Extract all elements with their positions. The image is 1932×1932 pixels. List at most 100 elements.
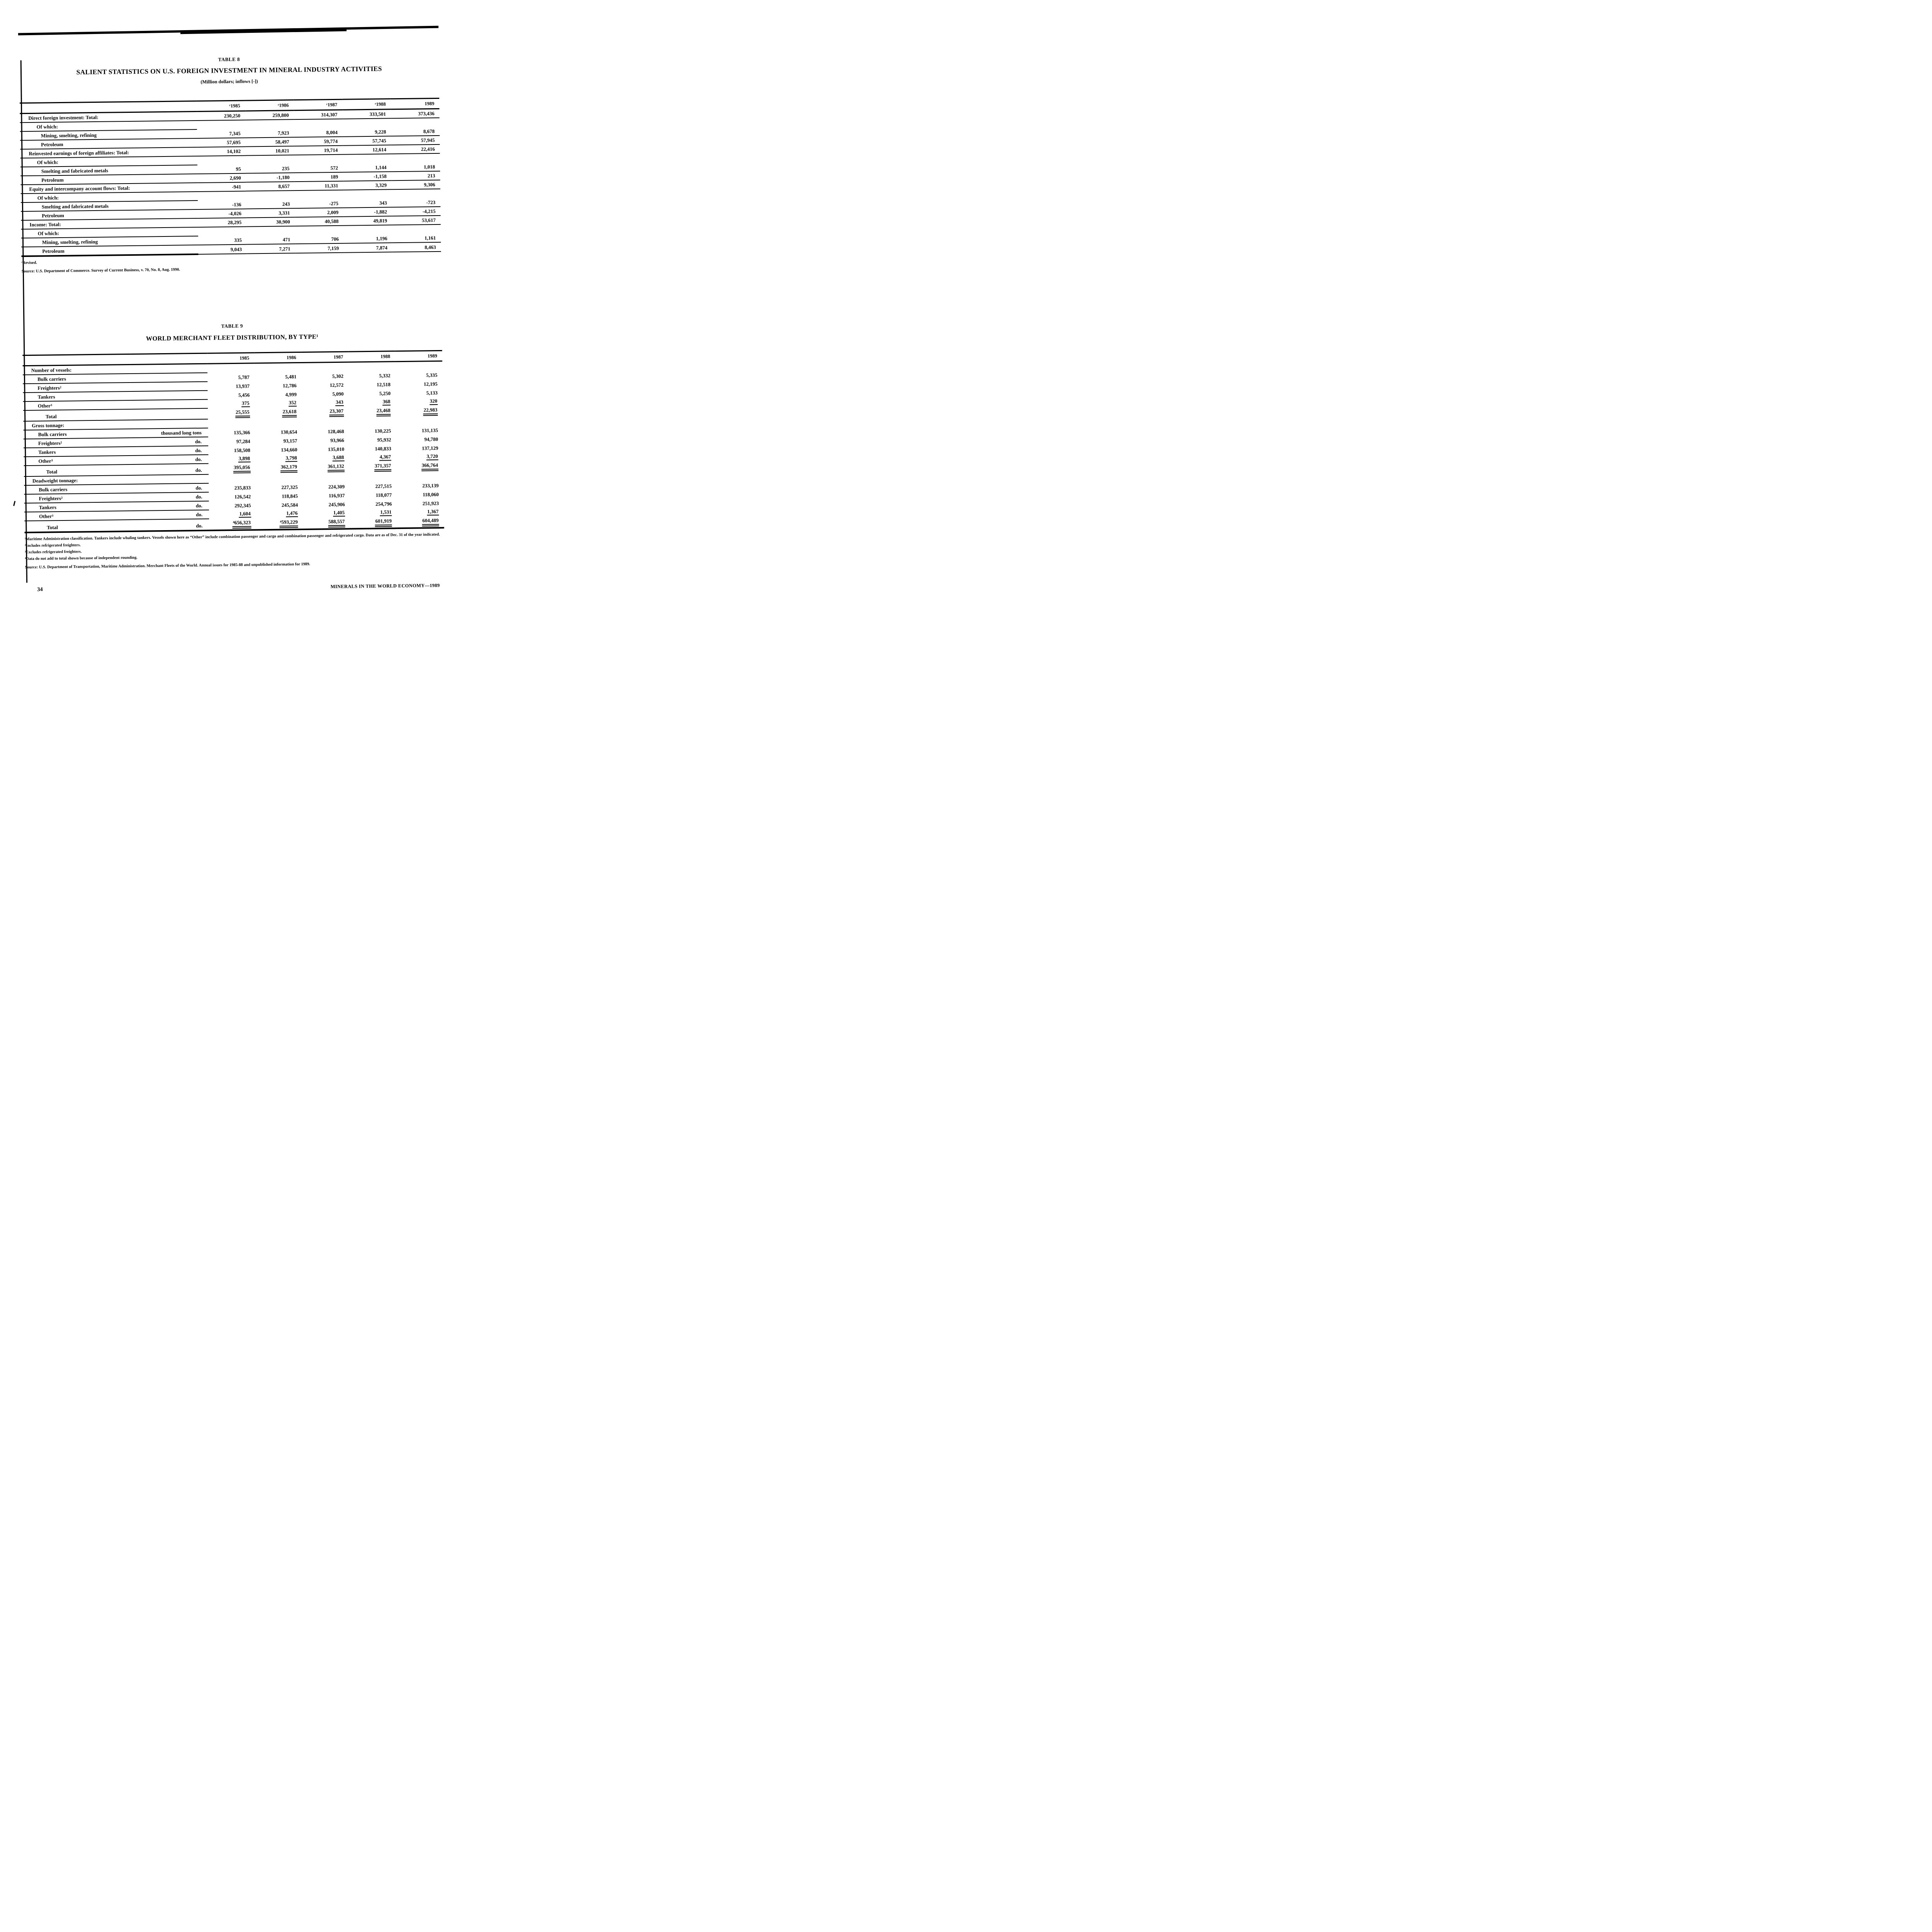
cell: 235,833 <box>209 483 256 492</box>
row-unit: do. <box>131 501 209 511</box>
cell: 371,357 <box>349 461 396 473</box>
cell-value: 130,654 <box>281 429 297 435</box>
cell: 7,159 <box>295 243 344 253</box>
cell-value: -1,158 <box>373 173 387 179</box>
cell: ⁴593,229 <box>256 517 303 530</box>
cell: 7,271 <box>247 244 296 254</box>
cell: 335 <box>198 235 247 245</box>
cell: 12,518 <box>349 379 396 389</box>
cell-value: 3,329 <box>375 182 387 188</box>
cell <box>343 189 392 199</box>
cell-value: 251,923 <box>422 500 439 507</box>
row-unit <box>130 390 208 400</box>
cell: 134,660 <box>255 445 303 454</box>
cell-value: 23,307 <box>329 407 344 417</box>
cell: 3,720 <box>396 452 444 461</box>
cell: 1,604 <box>209 509 256 519</box>
cell-value: 259,800 <box>272 112 289 118</box>
cell-value: 128,468 <box>328 428 344 435</box>
row-unit <box>130 399 208 409</box>
cell: 251,923 <box>397 498 444 508</box>
cell: 706 <box>295 234 344 244</box>
cell-value: 9,043 <box>230 246 242 253</box>
cell-value: 245,906 <box>328 501 345 508</box>
cell <box>295 226 344 235</box>
cell: 4,367 <box>349 452 396 462</box>
cell: -4,215 <box>392 206 441 216</box>
cell-value: 12,518 <box>376 381 391 388</box>
cell: 8,463 <box>392 242 441 252</box>
row-label: Tankers <box>24 502 132 512</box>
cell-value: 116,937 <box>328 492 345 499</box>
cell-value: 361,132 <box>327 463 345 473</box>
cell-value: 7,345 <box>229 130 241 137</box>
cell-value: 343 <box>379 200 387 206</box>
cell-value: 1,476 <box>286 510 298 517</box>
cell: 227,515 <box>350 481 397 490</box>
cell-value: ⁴593,229 <box>279 519 298 528</box>
cell-value: -1,882 <box>374 209 387 215</box>
row-label: Tankers <box>23 391 131 402</box>
row-label: Deadweight tonnage: <box>24 475 132 486</box>
stub-header <box>22 354 130 366</box>
cell: 189 <box>294 172 344 182</box>
cell-value: 4,367 <box>379 453 391 461</box>
cell-value: 227,325 <box>281 484 298 490</box>
cell-value: ⁴656,323 <box>232 519 252 529</box>
cell-value: 137,129 <box>422 445 439 451</box>
row-label: Other³ <box>24 455 131 466</box>
cell-value: 572 <box>330 165 338 171</box>
document-page: TABLE 8 SALIENT STATISTICS ON U.S. FOREI… <box>0 0 464 613</box>
cell-value: -275 <box>329 200 338 207</box>
cell: -1,158 <box>343 172 392 181</box>
cell-value: 12,572 <box>330 382 344 388</box>
cell-value: 1,196 <box>376 235 388 242</box>
cell-value: 12,195 <box>423 381 438 387</box>
cell: 588,557 <box>303 517 350 529</box>
cell: 333,501 <box>342 109 391 119</box>
cell-value: 1,531 <box>380 509 392 516</box>
cell <box>396 417 443 426</box>
cell: 5,332 <box>349 371 396 380</box>
cell: 2,690 <box>197 173 246 183</box>
cell: 57,945 <box>391 135 440 145</box>
cell: 259,800 <box>245 110 294 120</box>
row-label: Bulk carriers <box>24 484 132 495</box>
cell <box>396 472 444 481</box>
cell-value: 118,060 <box>422 491 439 498</box>
cell-value: 5,090 <box>332 391 344 397</box>
table8-title: SALIENT STATISTICS ON U.S. FOREIGN INVES… <box>76 65 382 76</box>
cell: 49,819 <box>344 216 392 226</box>
cell-value: 49,819 <box>373 218 387 224</box>
cell: 245,584 <box>256 500 303 509</box>
cell: 97,284 <box>208 436 255 446</box>
row-label: Bulk carriers <box>23 429 131 439</box>
cell: 5,456 <box>207 390 255 399</box>
cell-value: 12,786 <box>282 383 297 389</box>
table9-body: Number of vessels: Bulk carriers 5,787 5,48… <box>22 361 444 533</box>
cell: 3,331 <box>246 208 295 218</box>
cell-value: 335 <box>234 237 242 243</box>
cell <box>246 155 294 164</box>
cell-value: 213 <box>427 173 435 179</box>
cell-value: 395,056 <box>233 464 251 473</box>
row-unit: do. <box>131 483 209 493</box>
row-label: Other³ <box>23 400 131 411</box>
cell: 572 <box>294 163 343 173</box>
cell: 7,923 <box>245 128 294 138</box>
cell <box>209 474 256 483</box>
cell: 93,157 <box>255 436 302 445</box>
cell-value: 371,357 <box>374 462 392 472</box>
year-column-header: 1989 <box>391 98 440 109</box>
cell <box>207 363 255 373</box>
cell: 601,919 <box>350 517 397 529</box>
cell: 23,468 <box>349 406 396 417</box>
table8-label: TABLE 8 <box>218 56 240 63</box>
cell: 137,129 <box>396 443 443 452</box>
cell: 373,436 <box>391 109 440 119</box>
table8-subtitle: (Million dollars; inflows [-]) <box>201 78 258 85</box>
table9: 1985 1986 1987 1988 1989 Number of vessels: B… <box>22 350 444 534</box>
cell-value: 7,923 <box>277 130 289 136</box>
cell <box>391 118 440 127</box>
cell: 1,367 <box>397 507 444 517</box>
